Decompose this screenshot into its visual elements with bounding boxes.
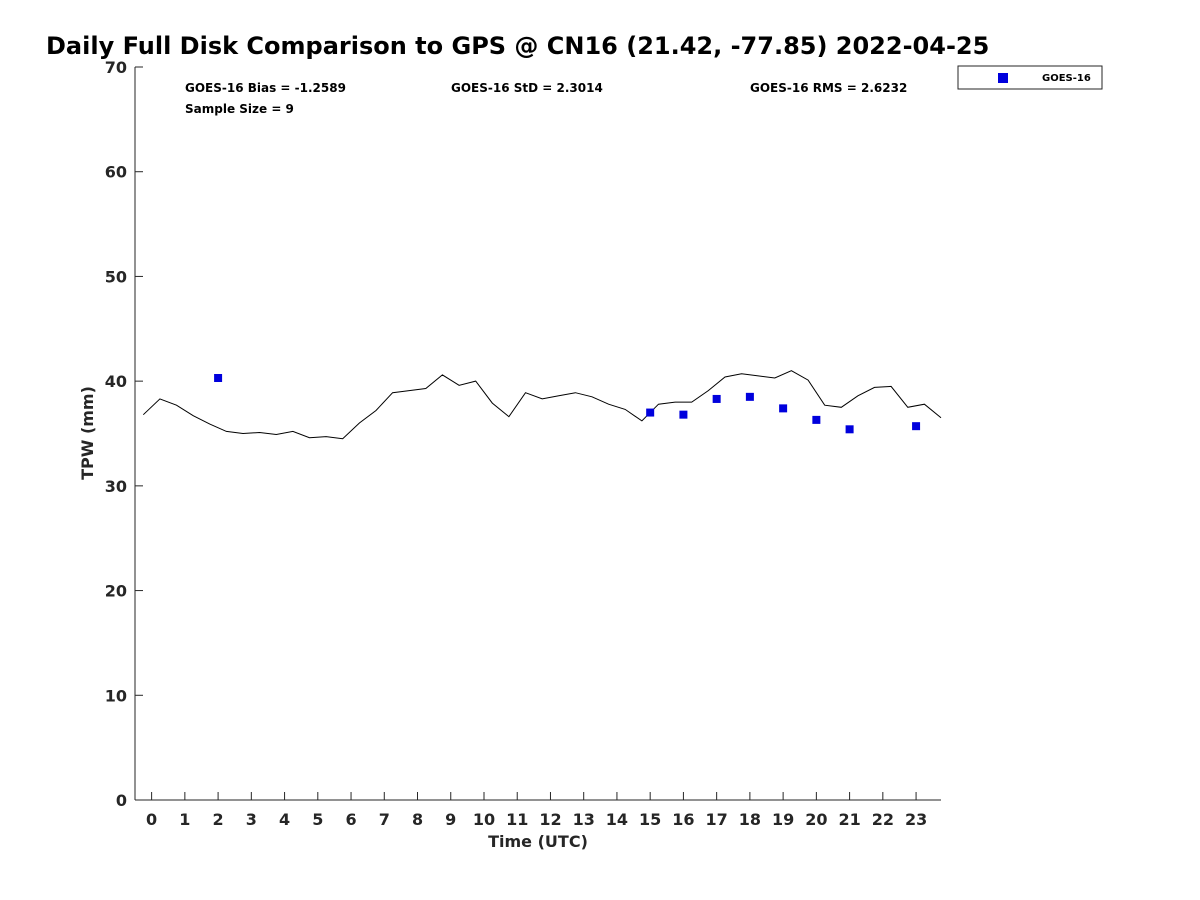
series-layer <box>142 370 942 440</box>
stat-std: GOES-16 StD = 2.3014 <box>451 81 603 95</box>
legend-label-goes16: GOES-16 <box>1042 73 1091 84</box>
chart-title: Daily Full Disk Comparison to GPS @ CN16… <box>46 32 989 60</box>
y-tick-label: 40 <box>105 372 127 391</box>
goes16-point <box>679 410 688 419</box>
x-tick-label: 5 <box>312 810 323 829</box>
y-tick-label: 60 <box>105 163 127 182</box>
y-tick-label: 50 <box>105 267 127 286</box>
x-tick-label: 14 <box>606 810 628 829</box>
x-tick-label: 18 <box>739 810 761 829</box>
goes16-point <box>712 394 721 403</box>
x-tick-label: 0 <box>146 810 157 829</box>
x-tick-label: 19 <box>772 810 794 829</box>
x-tick-label: 23 <box>905 810 927 829</box>
stat-bias: GOES-16 Bias = -1.2589 <box>185 81 346 95</box>
x-tick-label: 3 <box>246 810 257 829</box>
goes16-point <box>745 392 754 401</box>
gps-series-line <box>142 370 942 440</box>
stat-sample-size: Sample Size = 9 <box>185 102 294 116</box>
x-tick-label: 21 <box>838 810 860 829</box>
y-axis-label: TPW (mm) <box>78 386 97 480</box>
goes16-point <box>812 415 821 424</box>
x-tick-label: 9 <box>445 810 456 829</box>
y-tick-label: 10 <box>105 686 127 705</box>
x-tick-label: 2 <box>213 810 224 829</box>
x-tick-label: 4 <box>279 810 290 829</box>
plot-area <box>134 67 941 801</box>
goes16-point <box>646 408 655 417</box>
x-tick-label: 6 <box>345 810 356 829</box>
x-tick-label: 13 <box>573 810 595 829</box>
y-tick-label: 20 <box>105 582 127 601</box>
goes16-point <box>845 425 854 434</box>
x-tick-label: 16 <box>672 810 694 829</box>
legend-box <box>957 65 1103 90</box>
goes16-point <box>779 404 788 413</box>
goes16-point <box>214 374 223 383</box>
stat-rms: GOES-16 RMS = 2.6232 <box>750 81 907 95</box>
x-tick-label: 8 <box>412 810 423 829</box>
x-tick-label: 7 <box>379 810 390 829</box>
legend-marker-goes16 <box>998 73 1008 83</box>
y-ticks: 0 10 20 30 40 50 60 70 <box>105 58 143 810</box>
y-tick-label: 0 <box>116 791 127 810</box>
x-tick-label: 10 <box>473 810 495 829</box>
legend: GOES-16 <box>957 65 1103 90</box>
x-tick-label: 22 <box>872 810 894 829</box>
x-ticks: 0 1 2 3 4 5 6 7 8 9 10 11 12 13 14 15 16 17 18 19 20 21 22 23 <box>146 792 927 829</box>
x-tick-label: 1 <box>179 810 190 829</box>
goes16-point <box>912 422 921 431</box>
x-tick-label: 12 <box>539 810 561 829</box>
x-axis-label: Time (UTC) <box>488 832 588 851</box>
x-tick-label: 20 <box>805 810 827 829</box>
x-tick-label: 15 <box>639 810 661 829</box>
y-tick-label: 30 <box>105 477 127 496</box>
y-tick-label: 70 <box>105 58 127 77</box>
x-tick-label: 11 <box>506 810 528 829</box>
x-tick-label: 17 <box>706 810 728 829</box>
